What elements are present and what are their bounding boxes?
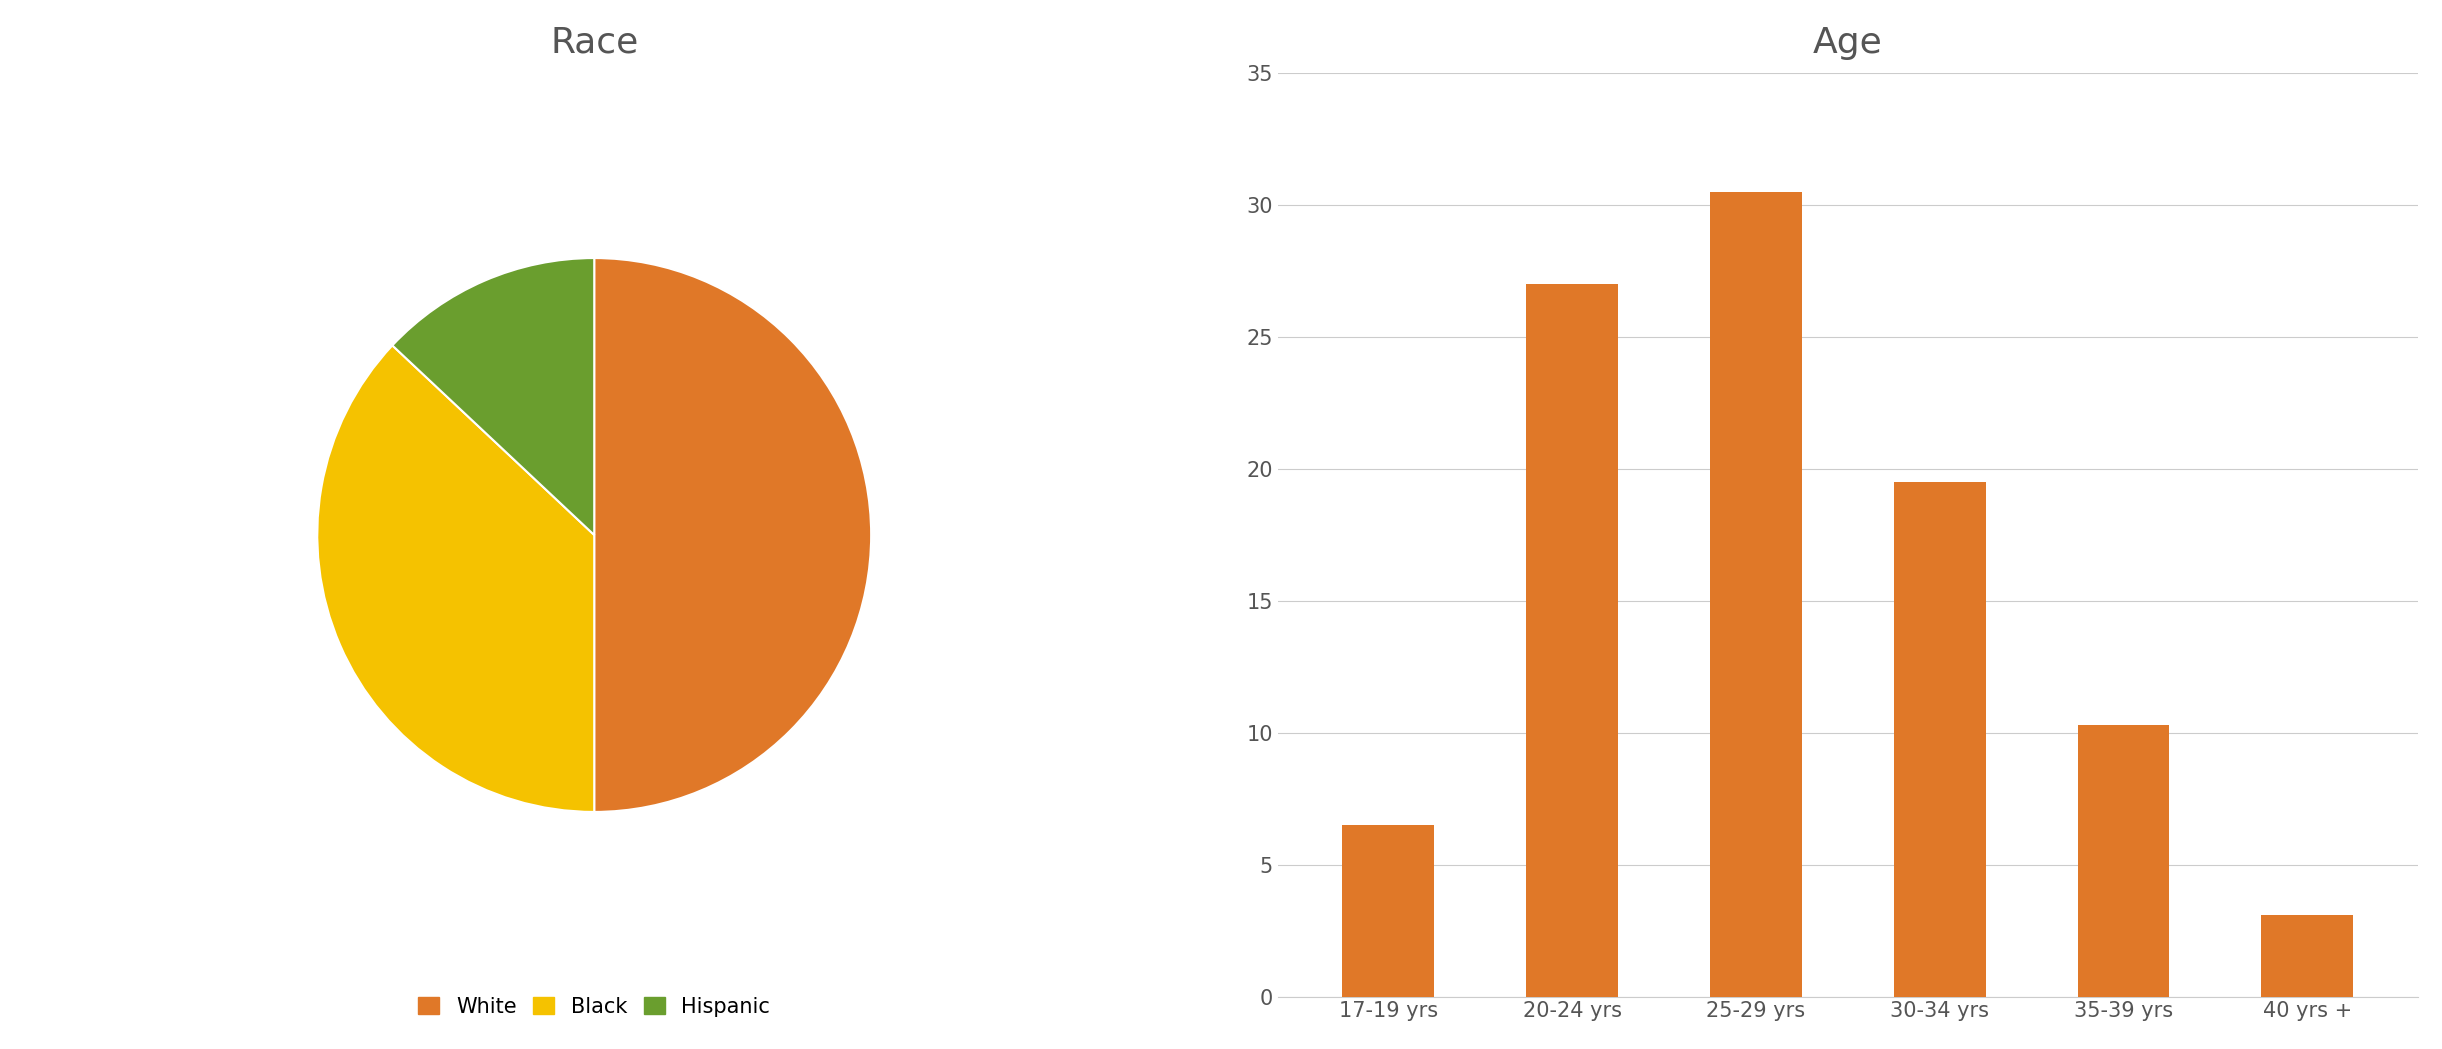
Wedge shape	[393, 258, 593, 535]
Bar	[1343, 826, 1433, 997]
Title: Race: Race	[549, 25, 637, 60]
Bar	[1526, 284, 1619, 997]
Title: Age: Age	[1812, 25, 1883, 60]
Bar	[1709, 192, 1802, 997]
Wedge shape	[593, 258, 872, 812]
Bar	[2261, 915, 2354, 997]
Bar	[1893, 483, 1985, 997]
Legend: White, Black, Hispanic: White, Black, Hispanic	[413, 990, 777, 1023]
Wedge shape	[317, 345, 593, 812]
Bar	[2078, 725, 2168, 997]
